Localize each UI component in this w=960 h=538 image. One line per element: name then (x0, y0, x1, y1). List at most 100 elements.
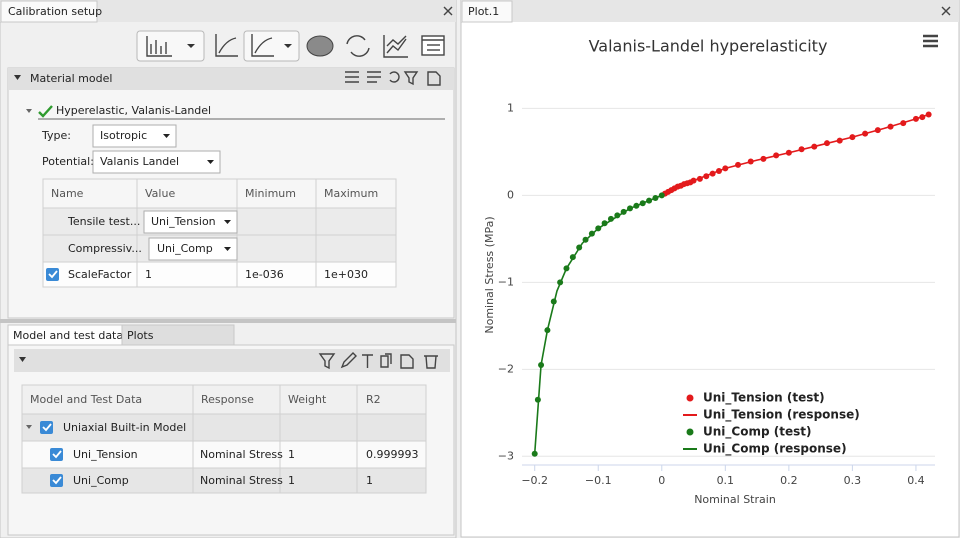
y-tick-label: −1 (498, 275, 514, 288)
test-point (557, 279, 564, 286)
legend-label: Uni_Comp (response) (703, 442, 847, 457)
panel-tab-title: Plot.1 (468, 5, 499, 18)
response: Nominal Stress (200, 474, 283, 487)
table-row (21, 440, 427, 469)
param-maximum: 1e+030 (324, 268, 368, 281)
value-select[interactable] (148, 237, 238, 261)
checkbox[interactable] (50, 474, 63, 487)
parameter-table: Name Value Minimum Maximum Tensile test.… (42, 178, 397, 288)
column-header: Value (145, 187, 175, 200)
section-tools[interactable] (345, 71, 441, 86)
table-row (21, 467, 427, 494)
tree-arrow[interactable] (26, 109, 32, 113)
test-point (588, 230, 595, 237)
y-axis-title: Nominal Stress (MPa) (483, 216, 496, 333)
test-point (874, 127, 881, 134)
column-header: Weight (288, 393, 327, 406)
table-row (42, 261, 397, 288)
test-point (703, 173, 710, 180)
test-point (925, 111, 932, 118)
group-name: Uniaxial Built-in Model (63, 421, 186, 434)
x-tick-label: −0.1 (585, 474, 612, 487)
chart-icon[interactable] (383, 35, 408, 58)
plot-icon (146, 36, 172, 57)
checkbox[interactable] (50, 448, 63, 461)
test-point (607, 215, 614, 222)
potential-select[interactable] (92, 150, 221, 174)
test-point (715, 168, 722, 175)
chart-title: Valanis-Landel hyperelasticity (589, 37, 828, 56)
x-axis-title: Nominal Strain (694, 493, 776, 506)
test-point (639, 200, 646, 207)
section-header (14, 349, 450, 372)
test-point (900, 120, 907, 127)
test-point (531, 450, 538, 457)
test-point (550, 298, 557, 305)
x-tick-label: 0 (658, 474, 665, 487)
potential-label: Potential: (42, 155, 94, 168)
panel-tab[interactable] (461, 0, 513, 23)
splitter[interactable] (0, 319, 456, 323)
close-button[interactable] (941, 6, 951, 16)
column-header: Minimum (245, 187, 296, 200)
test-point (887, 123, 894, 130)
close-button[interactable] (443, 6, 453, 16)
legend-label: Uni_Comp (test) (703, 425, 811, 440)
refresh-icon[interactable] (346, 35, 370, 57)
value-select[interactable] (143, 210, 238, 234)
plot-button[interactable] (136, 30, 205, 62)
test-point (633, 202, 640, 209)
dataset-name: Uni_Comp (73, 474, 129, 487)
param-name: Compressiv... (68, 242, 142, 255)
plot-panel (460, 0, 960, 538)
dropdown-arrow (224, 220, 231, 224)
test-point (919, 114, 926, 121)
legend-label: Uni_Tension (response) (703, 408, 860, 423)
test-point (563, 265, 570, 272)
column-header: Model and Test Data (30, 393, 142, 406)
stress-button[interactable] (243, 30, 300, 62)
tree-arrow[interactable] (26, 425, 32, 429)
param-value: 1 (145, 268, 152, 281)
y-tick-label: −3 (498, 449, 514, 462)
potential-value: Valanis Landel (100, 155, 179, 168)
material-icon[interactable] (306, 35, 334, 57)
toolbar (136, 30, 445, 62)
dropdown-arrow[interactable] (187, 44, 195, 48)
section-header[interactable] (8, 68, 454, 90)
dataset-name: Uni_Tension (73, 448, 138, 461)
checkbox[interactable] (40, 421, 53, 434)
dropdown-arrow[interactable] (284, 44, 292, 48)
settings-icon[interactable] (421, 35, 445, 56)
param-name: ScaleFactor (68, 268, 132, 281)
test-point (614, 212, 621, 219)
collapse-arrow[interactable] (19, 357, 26, 362)
weight: 1 (288, 474, 295, 487)
data-tools[interactable] (318, 352, 438, 370)
legend-marker (686, 394, 694, 402)
x-tick-label: −0.2 (521, 474, 548, 487)
panel-tab-title: Calibration setup (8, 5, 102, 18)
param-minimum: 1e-036 (245, 268, 284, 281)
panel-header (0, 0, 456, 22)
dropdown-arrow (163, 134, 170, 138)
test-point (747, 158, 754, 165)
dropdown-arrow (224, 247, 231, 251)
stress-icon (251, 34, 274, 57)
test-point (912, 115, 919, 122)
menu-button[interactable] (923, 34, 938, 48)
collapse-arrow[interactable] (14, 75, 21, 80)
x-tick-label: 0.2 (780, 474, 798, 487)
y-tick-label: 1 (507, 101, 514, 114)
stress-strain-icon[interactable] (215, 34, 238, 57)
test-point (582, 236, 589, 243)
checkbox[interactable] (46, 268, 59, 281)
panel-tab[interactable] (0, 0, 98, 23)
test-point (760, 155, 767, 162)
tab-label: Model and test data (13, 329, 123, 342)
response: Nominal Stress (200, 448, 283, 461)
type-select[interactable] (92, 124, 177, 148)
checkmark (42, 423, 52, 432)
y-tick-label: 0 (507, 188, 514, 201)
